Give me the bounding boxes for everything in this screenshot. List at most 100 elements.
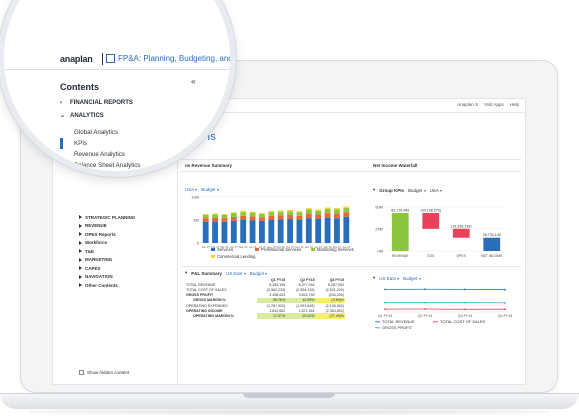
model-icon bbox=[106, 54, 115, 63]
line-legend: TOTAL REVENUE TOTAL COST OF SALES GROSS PR… bbox=[375, 319, 486, 330]
table-cell: 1,871,351 bbox=[298, 308, 315, 313]
group-kpis-filter-version[interactable]: Budget bbox=[408, 188, 426, 193]
sidebar-item-revenue-analytics[interactable]: Revenue Analytics bbox=[74, 151, 125, 158]
sidebar-item-balance-sheet-analytics[interactable]: Balance Sheet Analytics bbox=[74, 162, 141, 169]
bar-segment bbox=[315, 214, 322, 219]
x-tick-label: Oct 15 bbox=[286, 245, 294, 249]
table-cell: 17.47% bbox=[256, 313, 287, 319]
table-cell: 42.55% bbox=[286, 297, 316, 303]
x-tick-label: Sep 15 bbox=[277, 245, 286, 249]
bar-segment bbox=[230, 220, 237, 243]
pl-summary-expand-icon[interactable]: ▾ bbox=[185, 270, 188, 275]
magnifier-callout: anaplan FP&A: Planning, Budgeting, and C… bbox=[0, 0, 236, 177]
bar-segment bbox=[277, 210, 284, 212]
group-kpis-expand-icon[interactable]: ▾ bbox=[373, 187, 376, 192]
bar-segment bbox=[277, 219, 284, 243]
bar-segment bbox=[240, 210, 247, 213]
section-financial-reports[interactable]: › FINANCIAL REPORTS bbox=[60, 99, 133, 106]
series-point bbox=[464, 288, 466, 291]
row-label: OPERATING INCOME bbox=[186, 308, 223, 313]
brand-logo[interactable]: anaplan bbox=[60, 54, 93, 64]
section-analytics[interactable]: ⌄ ANALYTICS bbox=[60, 112, 104, 120]
group-kpis-title: Group KPIs bbox=[379, 187, 405, 193]
x-tick-label: Jan 16 bbox=[314, 245, 322, 249]
bar-segment bbox=[324, 213, 331, 218]
help-link[interactable]: Help bbox=[509, 102, 519, 107]
sidebar-nav-item[interactable]: STRATEGIC PLANNING bbox=[79, 213, 135, 222]
double-chevron-left-icon[interactable]: « bbox=[191, 77, 196, 86]
bar-segment bbox=[230, 213, 237, 217]
bar-segment bbox=[343, 206, 350, 209]
bar-segment bbox=[343, 208, 350, 213]
bar-segment bbox=[268, 220, 275, 243]
bar-segment bbox=[202, 214, 209, 219]
legend-swatch bbox=[311, 248, 315, 251]
sidebar-nav-item[interactable]: CAPEX bbox=[79, 264, 135, 273]
bar-segment bbox=[305, 209, 312, 214]
sidebar-nav-item[interactable]: Other Contents bbox=[79, 281, 135, 290]
apps-link[interactable]: Visit Apps bbox=[484, 102, 504, 107]
x-tick-label: Jul 15 bbox=[258, 245, 265, 249]
bar-segment bbox=[212, 217, 218, 222]
line-expand-icon[interactable]: ▾ bbox=[373, 275, 376, 280]
y-tick-label: 50M bbox=[375, 205, 383, 210]
series-point bbox=[384, 301, 386, 304]
bar-segment bbox=[324, 208, 331, 214]
show-hidden-label: Show hidden content bbox=[87, 370, 130, 375]
pl-summary-header: ▾ P&L Summary US East Budget bbox=[185, 270, 268, 276]
bar-segment bbox=[202, 218, 209, 222]
line-filter-version[interactable]: Budget bbox=[403, 276, 421, 281]
sidebar-nav-item[interactable]: Workforce bbox=[79, 239, 135, 248]
sidebar-nav-label: OPEX Reports bbox=[85, 231, 116, 237]
model-title[interactable]: FP&A: Planning, Budgeting, and bbox=[118, 54, 233, 63]
y-tick-label: 0 bbox=[197, 241, 200, 246]
bar-segment bbox=[305, 213, 312, 219]
table-cell: 6,287,052 bbox=[328, 282, 344, 287]
sidebar-nav-item[interactable]: OPEX Reports bbox=[79, 230, 135, 239]
bar-segment bbox=[334, 213, 340, 219]
bar-segment bbox=[324, 217, 331, 243]
revenue-filter-version[interactable]: Budget bbox=[201, 187, 219, 192]
table-cell: (1,951,649) bbox=[296, 303, 315, 308]
sidebar-item-kpis[interactable]: KPIs bbox=[60, 138, 220, 149]
sidebar-item-global-analytics[interactable]: Global Analytics bbox=[74, 129, 119, 136]
show-hidden-checkbox[interactable] bbox=[79, 370, 84, 375]
caret-right-icon bbox=[79, 257, 82, 262]
revenue-filter-region[interactable]: USA bbox=[185, 187, 198, 192]
caret-right-icon bbox=[79, 283, 82, 288]
data-label: 82,170,440 bbox=[391, 209, 409, 213]
bar-segment bbox=[296, 215, 303, 220]
brand-separator bbox=[102, 53, 103, 65]
bar-segment bbox=[240, 220, 247, 243]
series-point bbox=[424, 301, 426, 304]
row-label: TOTAL REVENUE bbox=[186, 282, 216, 287]
bar-segment bbox=[305, 218, 312, 243]
x-tick-label: REVENUE bbox=[392, 254, 409, 258]
x-tick-label: May 15 bbox=[239, 245, 248, 249]
caret-right-icon bbox=[79, 232, 82, 237]
group-kpis-filter-region[interactable]: USA bbox=[430, 188, 442, 193]
magnifier-inner: anaplan FP&A: Planning, Budgeting, and C… bbox=[4, 0, 233, 171]
x-tick-label: COS bbox=[427, 254, 435, 258]
bar-segment bbox=[334, 209, 340, 214]
pl-filter-region[interactable]: US East bbox=[226, 271, 246, 276]
sidebar-nav-item[interactable]: REVENUE bbox=[79, 222, 135, 231]
waterfall-title: Net Income Waterfall bbox=[373, 163, 418, 168]
x-tick-label: Nov 15 bbox=[295, 245, 304, 249]
sidebar-nav-label: REVENUE bbox=[85, 223, 107, 229]
series-point bbox=[464, 301, 466, 304]
sidebar-nav-item[interactable]: MARKETING bbox=[79, 256, 135, 265]
pl-filter-version[interactable]: Budget bbox=[250, 271, 268, 276]
bar-segment bbox=[221, 221, 228, 243]
sidebar-nav-item[interactable]: T&E bbox=[79, 247, 135, 256]
chevron-down-icon: ⌄ bbox=[60, 113, 66, 119]
sidebar-nav-label: STRATEGIC PLANNING bbox=[85, 214, 136, 220]
pl-summary-title: P&L Summary bbox=[191, 270, 222, 276]
show-hidden-content-row[interactable]: Show hidden content bbox=[79, 370, 129, 375]
sidebar-nav-item[interactable]: NAVIGATION bbox=[79, 273, 135, 282]
user-menu[interactable]: Anaplan S bbox=[457, 102, 479, 107]
main-content: al KPIs ne Revenue Summary Net Income Wa… bbox=[181, 129, 525, 384]
table-cell: 55.76% bbox=[256, 297, 287, 303]
line-filter-region[interactable]: US East bbox=[379, 276, 400, 281]
bar-segment bbox=[343, 212, 350, 217]
